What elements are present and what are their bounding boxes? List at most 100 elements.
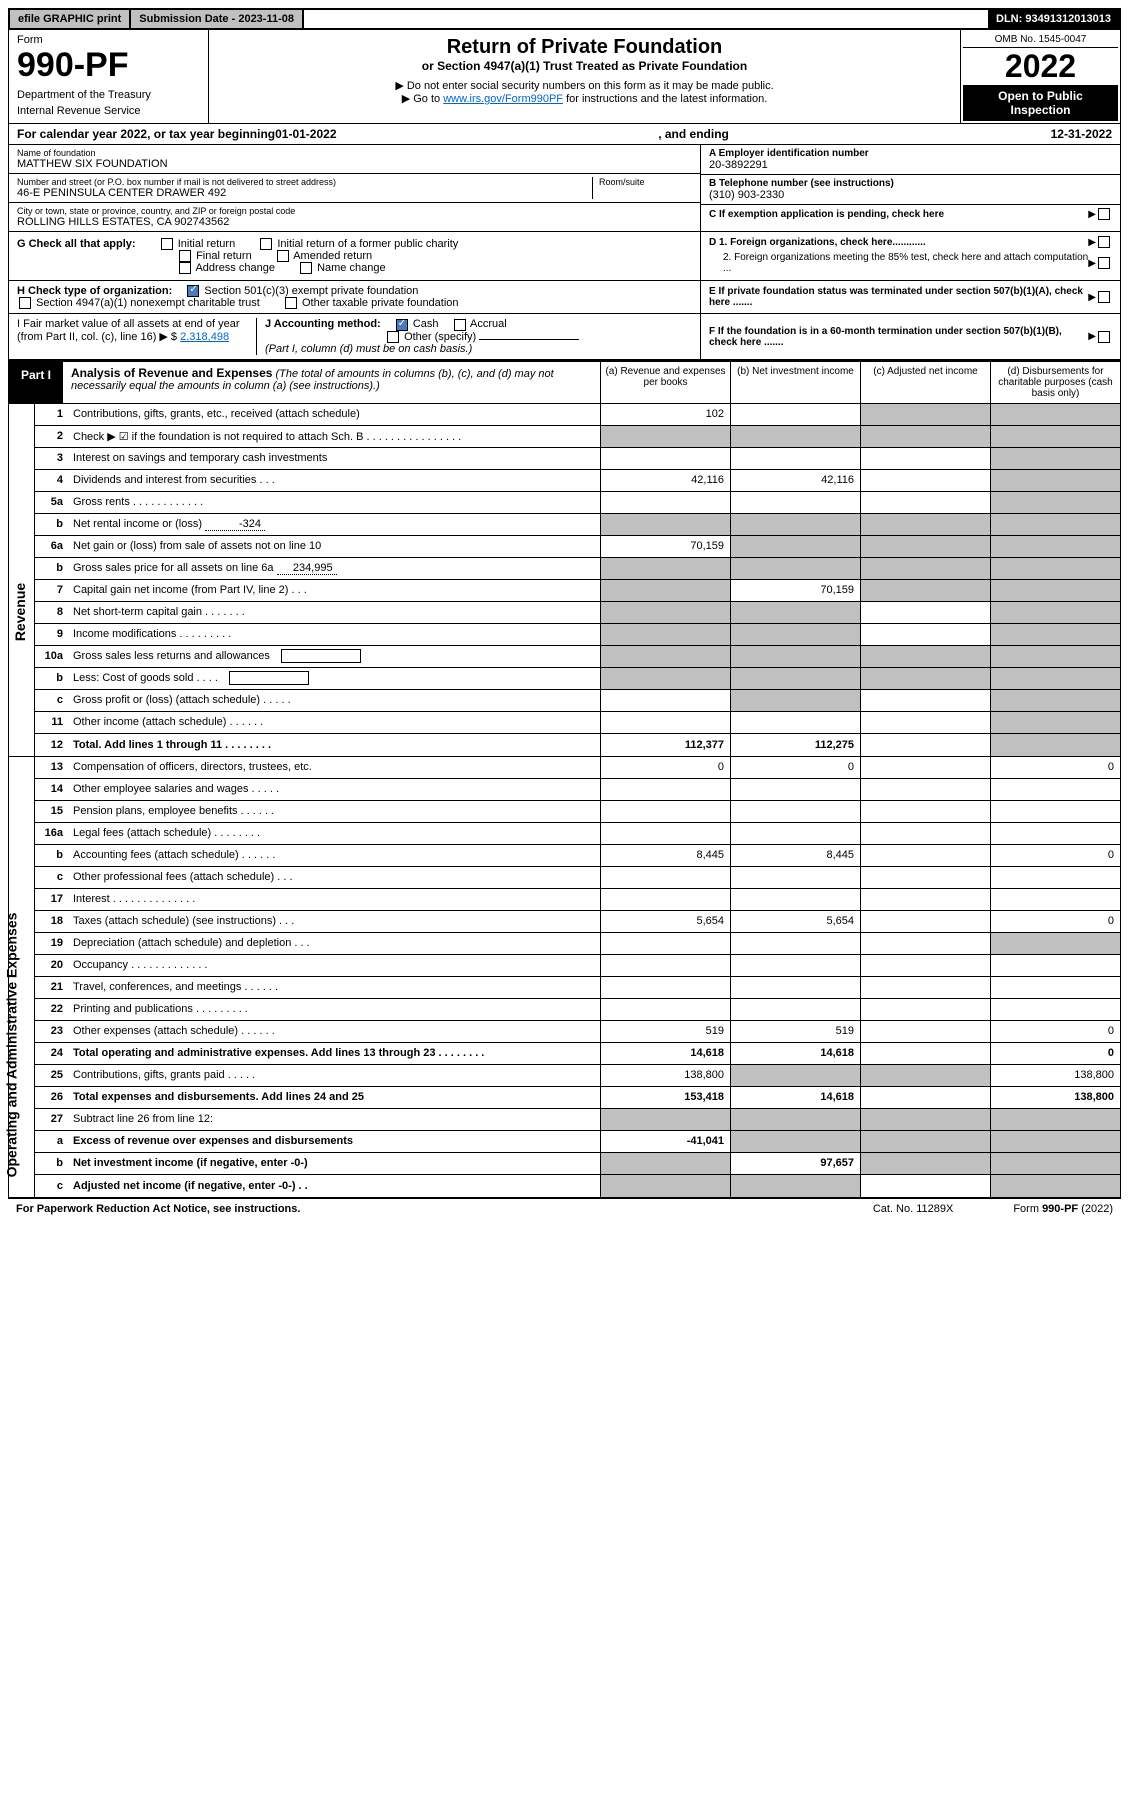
table-row: 3Interest on savings and temporary cash …	[35, 448, 1120, 470]
line-desc: Income modifications . . . . . . . . .	[67, 626, 600, 642]
table-cell	[990, 999, 1120, 1020]
d1-checkbox[interactable]	[1098, 236, 1110, 248]
line-number: 20	[35, 957, 67, 973]
table-cell	[730, 1175, 860, 1197]
line-number: 15	[35, 803, 67, 819]
table-cell	[990, 690, 1120, 711]
g-chk-initial-public[interactable]	[260, 238, 272, 250]
table-cell	[990, 448, 1120, 469]
j-chk-other[interactable]	[387, 331, 399, 343]
line-number: 21	[35, 979, 67, 995]
table-row: bAccounting fees (attach schedule) . . .…	[35, 845, 1120, 867]
line-number: 3	[35, 450, 67, 466]
table-row: 25Contributions, gifts, grants paid . . …	[35, 1065, 1120, 1087]
table-cell: 0	[730, 757, 860, 778]
g-chk-amended[interactable]	[277, 250, 289, 262]
foundation-name: MATTHEW SIX FOUNDATION	[17, 158, 692, 170]
line-number: 18	[35, 913, 67, 929]
table-row: 4Dividends and interest from securities …	[35, 470, 1120, 492]
table-cell	[860, 712, 990, 733]
c-label: C If exemption application is pending, c…	[709, 209, 1088, 220]
table-cell	[730, 536, 860, 557]
line-number: 5a	[35, 494, 67, 510]
table-cell	[860, 624, 990, 645]
table-cell	[990, 668, 1120, 689]
f-checkbox[interactable]	[1098, 331, 1110, 343]
table-cell	[730, 999, 860, 1020]
table-cell: 519	[730, 1021, 860, 1042]
table-row: 13Compensation of officers, directors, t…	[35, 757, 1120, 779]
irs-link[interactable]: www.irs.gov/Form990PF	[443, 93, 563, 105]
line-desc: Printing and publications . . . . . . . …	[67, 1001, 600, 1017]
g-chk-address[interactable]	[179, 262, 191, 274]
line-desc: Legal fees (attach schedule) . . . . . .…	[67, 825, 600, 841]
table-cell	[860, 889, 990, 910]
fmv-value[interactable]: 2,318,498	[180, 331, 229, 343]
line-number: a	[35, 1133, 67, 1149]
e-section: E If private foundation status was termi…	[700, 281, 1120, 313]
table-cell	[990, 1131, 1120, 1152]
table-row: 23Other expenses (attach schedule) . . .…	[35, 1021, 1120, 1043]
i-section: I Fair market value of all assets at end…	[17, 318, 257, 354]
d2-checkbox[interactable]	[1098, 257, 1110, 269]
table-cell: 138,800	[990, 1087, 1120, 1108]
g-chk-final[interactable]	[179, 250, 191, 262]
table-cell	[860, 823, 990, 844]
e-checkbox[interactable]	[1098, 291, 1110, 303]
table-cell	[730, 646, 860, 667]
table-cell	[860, 426, 990, 447]
table-cell	[600, 712, 730, 733]
table-cell	[860, 801, 990, 822]
efile-btn[interactable]: efile GRAPHIC print	[10, 10, 131, 28]
table-cell	[990, 712, 1120, 733]
h-chk-4947[interactable]	[19, 297, 31, 309]
table-cell: 0	[990, 845, 1120, 866]
line-number: b	[35, 670, 67, 686]
table-cell	[860, 1043, 990, 1064]
g-chk-name[interactable]	[300, 262, 312, 274]
table-row: bNet rental income or (loss) -324	[35, 514, 1120, 536]
table-cell	[860, 955, 990, 976]
table-cell	[600, 933, 730, 954]
line-desc: Gross sales price for all assets on line…	[67, 560, 600, 577]
table-cell	[860, 977, 990, 998]
h-chk-501c3[interactable]	[187, 285, 199, 297]
arrow-icon: ▶	[1088, 209, 1096, 220]
j-chk-cash[interactable]	[396, 319, 408, 331]
col-b-header: (b) Net investment income	[730, 362, 860, 403]
table-row: 9Income modifications . . . . . . . . .	[35, 624, 1120, 646]
part1-header: Part I Analysis of Revenue and Expenses …	[8, 360, 1121, 404]
line-desc: Check ▶ ☑ if the foundation is not requi…	[67, 428, 600, 445]
table-cell	[990, 404, 1120, 425]
table-cell	[860, 1175, 990, 1197]
table-cell	[860, 999, 990, 1020]
tax-year: 2022	[963, 48, 1118, 85]
main-table: Revenue 1Contributions, gifts, grants, e…	[8, 404, 1121, 757]
ein-cell: A Employer identification number 20-3892…	[701, 145, 1120, 175]
table-cell	[860, 1087, 990, 1108]
table-row: 14Other employee salaries and wages . . …	[35, 779, 1120, 801]
line-desc: Net rental income or (loss) -324	[67, 516, 600, 533]
table-row: 2Check ▶ ☑ if the foundation is not requ…	[35, 426, 1120, 448]
goto-pre: ▶ Go to	[402, 93, 443, 105]
j-chk-accrual[interactable]	[454, 319, 466, 331]
table-cell	[600, 801, 730, 822]
c-checkbox[interactable]	[1098, 208, 1110, 220]
table-cell	[860, 668, 990, 689]
d-section: D 1. Foreign organizations, check here..…	[700, 232, 1120, 280]
ssn-note: ▶ Do not enter social security numbers o…	[215, 79, 954, 92]
table-cell	[860, 867, 990, 888]
line-desc: Occupancy . . . . . . . . . . . . .	[67, 957, 600, 973]
line-number: b	[35, 516, 67, 532]
header-left: Form 990-PF Department of the Treasury I…	[9, 30, 209, 123]
h-chk-other[interactable]	[285, 297, 297, 309]
line-number: 14	[35, 781, 67, 797]
dln: DLN: 93491312013013	[988, 10, 1119, 28]
table-cell	[730, 404, 860, 425]
g-opt-2: Final return	[196, 250, 252, 262]
g-chk-initial[interactable]	[161, 238, 173, 250]
table-cell	[600, 867, 730, 888]
part1-title: Analysis of Revenue and Expenses	[71, 366, 272, 380]
table-cell	[600, 823, 730, 844]
footer: For Paperwork Reduction Act Notice, see …	[8, 1198, 1121, 1219]
